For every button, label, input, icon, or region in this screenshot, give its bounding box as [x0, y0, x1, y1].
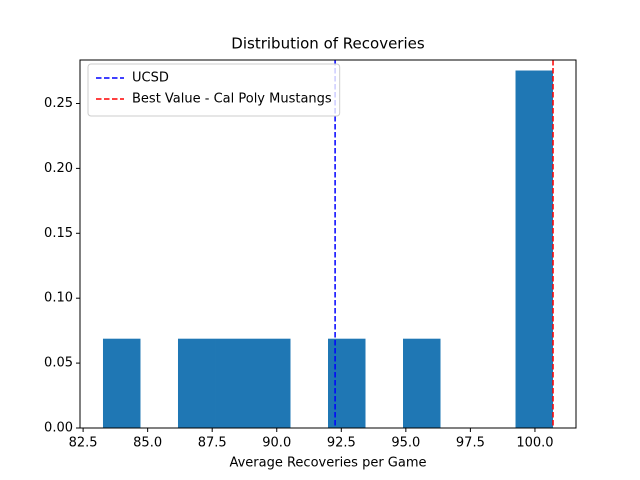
plot-frame: [79, 59, 577, 429]
y-tick-label: 0.10: [44, 291, 73, 306]
y-tick-label: 0.00: [44, 421, 73, 436]
x-axis-label: Average Recoveries per Game: [229, 456, 426, 471]
bar: [515, 70, 554, 428]
x-tick-label: 97.5: [456, 436, 485, 451]
x-tick-label: 87.5: [198, 436, 227, 451]
x-tick-label: 100.0: [516, 436, 553, 451]
y-tick-label: 0.15: [44, 226, 73, 241]
bar: [403, 338, 441, 428]
bar: [252, 338, 291, 428]
bar: [102, 338, 141, 428]
x-tick-label: 85.0: [133, 436, 162, 451]
x-tick-label: 90.0: [262, 436, 291, 451]
y-tick-label: 0.25: [44, 96, 73, 111]
bar: [328, 338, 366, 428]
y-tick-label: 0.05: [44, 356, 73, 371]
bar: [177, 338, 216, 428]
x-tick-label: 92.5: [327, 436, 356, 451]
legend-box: [87, 63, 341, 117]
x-tick-label: 95.0: [391, 436, 420, 451]
legend-label: UCSD: [132, 71, 169, 86]
bar: [215, 338, 253, 428]
legend-label: Best Value - Cal Poly Mustangs: [132, 92, 332, 107]
y-tick-label: 0.20: [44, 161, 73, 176]
chart-title: Distribution of Recoveries: [231, 35, 425, 53]
x-tick-label: 82.5: [69, 436, 98, 451]
